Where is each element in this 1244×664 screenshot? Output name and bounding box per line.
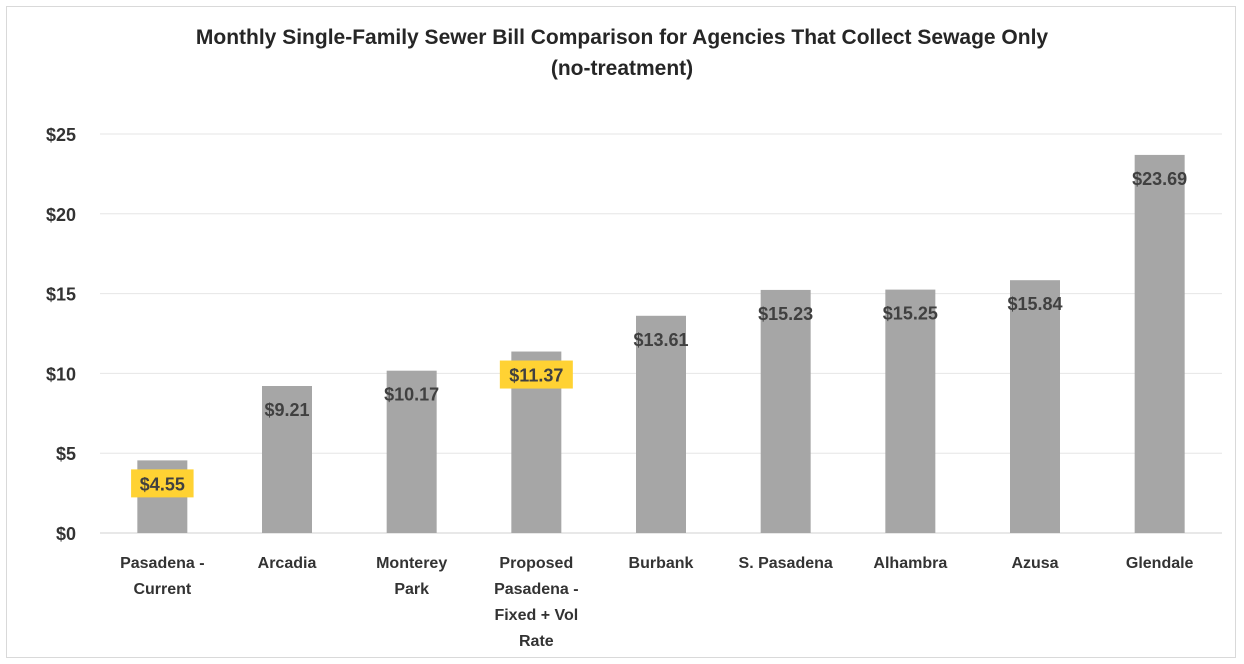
category-label-line: Pasadena -: [494, 581, 578, 598]
category-label-line: Fixed + Vol: [494, 607, 578, 624]
category-label-line: Pasadena -: [120, 555, 204, 572]
bar: [386, 370, 437, 533]
data-labels: $4.55 $9.21 $10.17 $11.37 $13.61 $15.23 $15.25…: [131, 169, 1187, 498]
y-tick-label: $20: [46, 205, 76, 225]
bar: [262, 386, 312, 533]
data-label-highlight: [131, 469, 194, 498]
x-axis-category-labels: Pasadena - Current Arcadia Monterey Park Prop…: [120, 555, 1193, 650]
category-label-line: Azusa: [1011, 555, 1058, 572]
chart-title: Monthly Single-Family Sewer Bill Compari…: [195, 26, 1049, 49]
category-label: Monterey Park: [376, 555, 447, 598]
y-tick-label: $10: [46, 364, 76, 384]
category-label: Burbank: [629, 555, 694, 572]
category-label-line: Rate: [519, 633, 554, 650]
bar: [885, 289, 936, 533]
y-tick-label: $15: [46, 285, 76, 305]
bar: [1134, 154, 1185, 533]
category-label-line: S. Pasadena: [739, 555, 833, 572]
bar: [760, 289, 811, 533]
category-label: Glendale: [1126, 555, 1194, 572]
data-label: $15.25: [883, 304, 938, 324]
chart-subtitle: (no-treatment): [550, 57, 694, 80]
data-label: $15.84: [1007, 294, 1062, 314]
category-label: Proposed Pasadena - Fixed + Vol Rate: [494, 555, 578, 650]
category-label-line: Current: [133, 581, 191, 598]
category-label: S. Pasadena: [739, 555, 833, 572]
category-label-line: Arcadia: [258, 555, 317, 572]
category-label-line: Glendale: [1126, 555, 1194, 572]
y-tick-label: $5: [56, 444, 76, 464]
category-label-line: Alhambra: [873, 555, 947, 572]
category-label: Alhambra: [873, 555, 947, 572]
y-tick-label: $25: [46, 125, 76, 145]
category-label-line: Burbank: [629, 555, 694, 572]
bar: [636, 315, 686, 533]
data-label: $4.55: [140, 474, 185, 494]
category-label: Pasadena - Current: [120, 555, 204, 598]
category-label: Azusa: [1011, 555, 1058, 572]
data-label: $11.37: [509, 366, 563, 386]
data-label: $13.61: [633, 330, 688, 350]
data-label: $15.23: [758, 304, 813, 324]
data-label-highlight: [499, 360, 573, 389]
data-label: $9.21: [264, 400, 309, 420]
data-label: $10.17: [384, 385, 439, 405]
category-label-line: Proposed: [499, 555, 573, 572]
y-tick-label: $0: [56, 524, 76, 544]
category-label-line: Monterey: [376, 555, 447, 572]
category-label-line: Park: [394, 581, 429, 598]
data-label: $23.69: [1132, 169, 1187, 189]
y-axis-tick-labels: $0 $5 $10 $15 $20 $25: [46, 125, 76, 544]
bar: [1010, 280, 1060, 533]
category-label: Arcadia: [258, 555, 317, 572]
